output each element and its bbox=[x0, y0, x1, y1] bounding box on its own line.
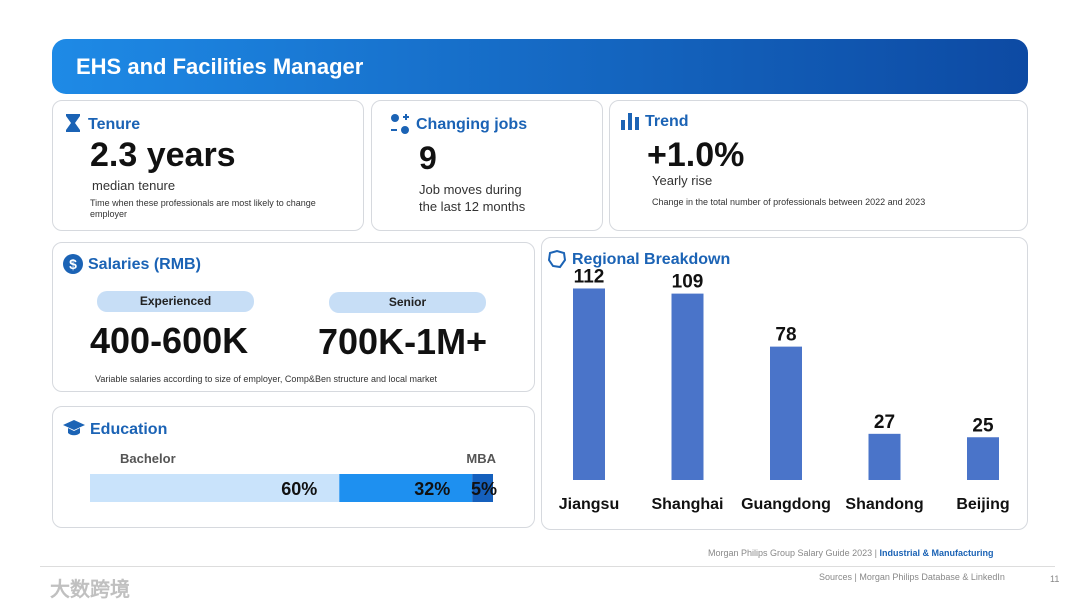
jobs-icon bbox=[391, 114, 409, 134]
salaries-icon: $ bbox=[63, 254, 83, 274]
bar bbox=[967, 437, 999, 480]
tenure-icon bbox=[66, 114, 80, 132]
trend-card bbox=[609, 100, 1028, 231]
education-segment bbox=[90, 474, 340, 502]
regional-icon bbox=[547, 249, 567, 269]
trend-caption: Yearly rise bbox=[652, 173, 713, 188]
education-icon bbox=[63, 420, 85, 436]
jobs-title: Changing jobs bbox=[416, 116, 528, 133]
svg-text:$: $ bbox=[69, 256, 77, 272]
footer-rule bbox=[40, 566, 1055, 567]
jobs-caption: Job moves during the last 12 months bbox=[419, 181, 525, 215]
footer-section: Industrial & Manufacturing bbox=[879, 548, 994, 558]
regional-title: Regional Breakdown bbox=[572, 251, 731, 268]
bar-value-label: 109 bbox=[672, 272, 704, 293]
education-value-label: 60% bbox=[281, 479, 317, 499]
salaries-title: Salaries (RMB) bbox=[88, 256, 201, 273]
bar-category-label: Beijing bbox=[956, 496, 1009, 513]
education-value-label: 5% bbox=[471, 479, 497, 499]
trend-note: Change in the total number of profession… bbox=[652, 197, 926, 207]
bar-category-label: Shanghai bbox=[651, 496, 723, 513]
jobs-caption-line: the last 12 months bbox=[419, 199, 526, 214]
level-range: 400-600K bbox=[90, 320, 249, 361]
tenure-value: 2.3 years bbox=[90, 136, 236, 174]
level-label: Experienced bbox=[97, 291, 254, 312]
trend-icon bbox=[621, 113, 639, 130]
bar-value-label: 25 bbox=[972, 415, 994, 436]
jobs-caption-line: Job moves during bbox=[419, 182, 522, 197]
level-range: 700K-1M+ bbox=[318, 321, 488, 362]
education-label: MBA bbox=[466, 451, 496, 466]
salaries-note: Variable salaries according to size of e… bbox=[95, 374, 437, 384]
tenure-note-line: Time when these professionals are most l… bbox=[90, 198, 316, 208]
tenure-caption: median tenure bbox=[92, 178, 176, 193]
bar-category-label: Jiangsu bbox=[559, 496, 619, 513]
tenure-note: Time when these professionals are most l… bbox=[90, 198, 316, 220]
bar bbox=[868, 433, 901, 480]
bar-category-label: Shandong bbox=[845, 496, 923, 513]
trend-value: +1.0% bbox=[647, 136, 745, 174]
regional-chart: 112 Jiangsu 109 Shanghai 78 Guangdong 27 Shando… bbox=[559, 266, 1010, 513]
education-segment bbox=[339, 474, 473, 502]
education-segment bbox=[472, 474, 493, 502]
jobs-card bbox=[371, 100, 603, 231]
footer-guide-text: Morgan Philips Group Salary Guide 2023 | bbox=[708, 548, 877, 558]
bar bbox=[573, 288, 605, 480]
tenure-title: Tenure bbox=[88, 116, 141, 133]
education-label: Bachelor bbox=[120, 451, 176, 466]
bar bbox=[671, 293, 704, 480]
header-title: EHS and Facilities Manager bbox=[76, 54, 364, 79]
bar-value-label: 78 bbox=[775, 325, 796, 346]
tenure-card bbox=[52, 100, 364, 231]
trend-title: Trend bbox=[645, 113, 689, 130]
footer-guide: Morgan Philips Group Salary Guide 2023 |… bbox=[708, 548, 993, 558]
education-value-label: 32% bbox=[414, 479, 450, 499]
tenure-note-line: employer bbox=[90, 209, 128, 219]
bar-category-label: Guangdong bbox=[741, 496, 831, 513]
header-bar bbox=[52, 39, 1028, 94]
bar-value-label: 112 bbox=[574, 266, 605, 287]
bar bbox=[770, 346, 802, 480]
watermark: 大数跨境 bbox=[50, 579, 130, 601]
jobs-value: 9 bbox=[419, 140, 437, 176]
bar-value-label: 27 bbox=[874, 412, 895, 433]
footer-sources: Sources | Morgan Philips Database & Link… bbox=[819, 572, 1005, 582]
education-card bbox=[52, 406, 535, 528]
page-number: 11 bbox=[1050, 574, 1060, 584]
education-title: Education bbox=[90, 421, 168, 438]
level-label: Senior bbox=[329, 292, 486, 313]
salaries-card bbox=[52, 242, 535, 392]
